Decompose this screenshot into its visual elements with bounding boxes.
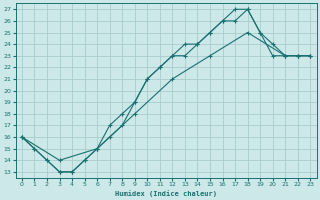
X-axis label: Humidex (Indice chaleur): Humidex (Indice chaleur) xyxy=(115,190,217,197)
